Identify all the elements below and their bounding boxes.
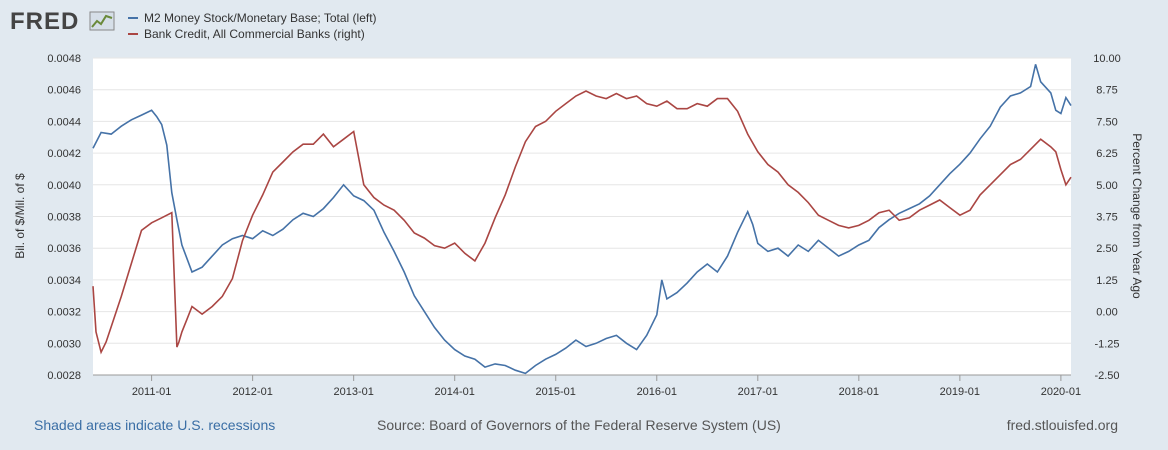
right-tick-label: 10.00 xyxy=(1093,53,1121,65)
left-axis-ticks: 0.0028 0.0030 0.0032 0.0034 0.0036 0.0038 0.00… xyxy=(47,53,81,382)
left-tick-label: 0.0042 xyxy=(47,148,81,160)
x-tick-label: 2016-01 xyxy=(637,386,677,398)
left-tick-label: 0.0036 xyxy=(47,243,81,255)
fred-logo[interactable]: FRED xyxy=(10,6,120,34)
grid xyxy=(93,57,1071,376)
source-text: Source: Board of Governors of the Federa… xyxy=(377,417,781,433)
right-tick-label: 0.00 xyxy=(1096,307,1117,319)
x-tick-label: 2019-01 xyxy=(940,386,980,398)
legend-item-right-series[interactable]: Bank Credit, All Commercial Banks (right… xyxy=(128,27,365,41)
right-tick-label: 3.75 xyxy=(1096,212,1117,224)
right-tick-label: 7.50 xyxy=(1096,116,1117,128)
legend-item-left-series[interactable]: M2 Money Stock/Monetary Base; Total (lef… xyxy=(128,11,377,25)
right-tick-label: 1.25 xyxy=(1096,275,1117,287)
fred-chart-icon xyxy=(89,11,115,31)
left-tick-label: 0.0034 xyxy=(47,275,81,287)
legend-label-left: M2 Money Stock/Monetary Base; Total (lef… xyxy=(144,11,377,25)
x-axis-ticks: 2011-01 2012-01 2013-01 2014-01 2015-01 2016-… xyxy=(93,374,1081,398)
recessions-note-link[interactable]: Shaded areas indicate U.S. recessions xyxy=(34,417,276,433)
left-tick-label: 0.0038 xyxy=(47,212,81,224)
legend-swatch-right xyxy=(128,33,138,35)
x-tick-label: 2012-01 xyxy=(232,386,272,398)
x-tick-label: 2013-01 xyxy=(333,386,373,398)
left-tick-label: 0.0028 xyxy=(47,370,81,382)
right-tick-label: 8.75 xyxy=(1096,85,1117,97)
left-axis-title: Bil. of $/Mil. of $ xyxy=(13,173,27,259)
left-tick-label: 0.0046 xyxy=(47,85,81,97)
x-tick-label: 2020-01 xyxy=(1041,386,1081,398)
left-tick-label: 0.0040 xyxy=(47,180,81,192)
x-tick-label: 2014-01 xyxy=(435,386,475,398)
x-tick-label: 2011-01 xyxy=(132,386,172,398)
left-tick-label: 0.0044 xyxy=(47,116,81,128)
left-tick-label: 0.0032 xyxy=(47,307,81,319)
right-tick-label: -2.50 xyxy=(1094,370,1119,382)
legend-label-right: Bank Credit, All Commercial Banks (right… xyxy=(144,27,365,41)
right-axis-ticks: -2.50 -1.25 0.00 1.25 2.50 3.75 5.00 6.25 7.50 8.… xyxy=(1093,53,1121,382)
x-tick-label: 2015-01 xyxy=(536,386,576,398)
left-tick-label: 0.0030 xyxy=(47,338,81,350)
right-tick-label: 2.50 xyxy=(1096,243,1117,255)
x-tick-label: 2018-01 xyxy=(839,386,879,398)
right-axis-title: Percent Change from Year Ago xyxy=(1130,133,1144,299)
left-tick-label: 0.0048 xyxy=(47,53,81,65)
fred-logo-text: FRED xyxy=(10,8,79,34)
right-tick-label: 6.25 xyxy=(1096,148,1117,160)
right-tick-label: -1.25 xyxy=(1094,338,1119,350)
series-line-bank-credit xyxy=(92,90,1072,355)
site-url[interactable]: fred.stlouisfed.org xyxy=(1006,417,1118,433)
x-tick-label: 2017-01 xyxy=(738,386,778,398)
chart-area: 2011-01 2012-01 2013-01 2014-01 2015-01 2016-… xyxy=(13,53,1144,398)
legend-swatch-left xyxy=(128,17,138,19)
series-line-m2-monetary-base xyxy=(92,64,1072,375)
right-tick-label: 5.00 xyxy=(1096,180,1117,192)
